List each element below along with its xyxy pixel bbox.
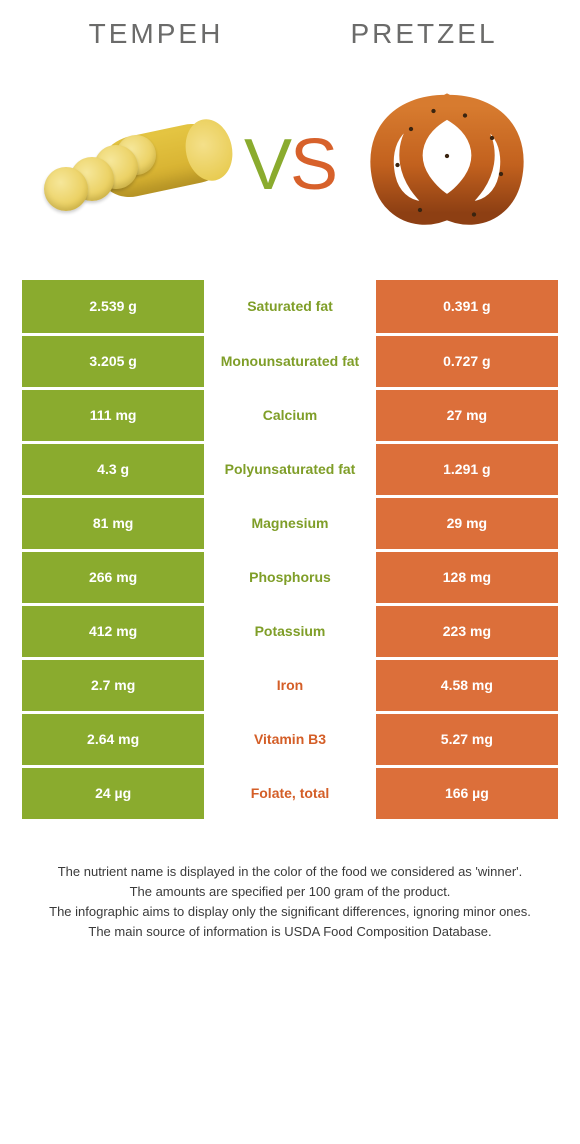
left-value: 24 µg: [22, 766, 204, 820]
nutrient-name: Folate, total: [204, 766, 376, 820]
footnote-line: The nutrient name is displayed in the co…: [28, 862, 552, 882]
nutrient-name: Vitamin B3: [204, 712, 376, 766]
vs-s: S: [290, 124, 336, 206]
right-value: 5.27 mg: [376, 712, 558, 766]
nutrient-name: Magnesium: [204, 496, 376, 550]
left-value: 2.539 g: [22, 280, 204, 334]
nutrient-name: Potassium: [204, 604, 376, 658]
right-value: 128 mg: [376, 550, 558, 604]
left-value: 412 mg: [22, 604, 204, 658]
right-value: 0.727 g: [376, 334, 558, 388]
table-row: 2.7 mgIron4.58 mg: [22, 658, 558, 712]
vs-v: V: [244, 124, 290, 206]
right-value: 223 mg: [376, 604, 558, 658]
right-value: 4.58 mg: [376, 658, 558, 712]
tempeh-image: [22, 105, 244, 225]
right-value: 29 mg: [376, 496, 558, 550]
nutrient-name: Monounsaturated fat: [204, 334, 376, 388]
title-row: TEMPEH PRETZEL: [22, 18, 558, 50]
table-row: 266 mgPhosphorus128 mg: [22, 550, 558, 604]
table-row: 3.205 gMonounsaturated fat0.727 g: [22, 334, 558, 388]
nutrient-name: Calcium: [204, 388, 376, 442]
table-row: 2.539 gSaturated fat0.391 g: [22, 280, 558, 334]
right-value: 0.391 g: [376, 280, 558, 334]
table-row: 24 µgFolate, total166 µg: [22, 766, 558, 820]
hero-row: V S: [22, 60, 558, 270]
table-row: 4.3 gPolyunsaturated fat1.291 g: [22, 442, 558, 496]
food-right-title: PRETZEL: [290, 18, 558, 50]
nutrient-table: 2.539 gSaturated fat0.391 g3.205 gMonoun…: [22, 280, 558, 822]
footnote-line: The main source of information is USDA F…: [28, 922, 552, 942]
nutrient-name: Iron: [204, 658, 376, 712]
nutrient-name: Saturated fat: [204, 280, 376, 334]
infographic: TEMPEH PRETZEL V S: [0, 0, 580, 960]
nutrient-name: Polyunsaturated fat: [204, 442, 376, 496]
footnotes: The nutrient name is displayed in the co…: [22, 862, 558, 943]
left-value: 4.3 g: [22, 442, 204, 496]
food-left-title: TEMPEH: [22, 18, 290, 50]
footnote-line: The amounts are specified per 100 gram o…: [28, 882, 552, 902]
nutrient-name: Phosphorus: [204, 550, 376, 604]
table-row: 111 mgCalcium27 mg: [22, 388, 558, 442]
table-row: 412 mgPotassium223 mg: [22, 604, 558, 658]
pretzel-icon: [357, 75, 537, 255]
left-value: 3.205 g: [22, 334, 204, 388]
left-value: 111 mg: [22, 388, 204, 442]
pretzel-image: [336, 75, 558, 255]
vs-label: V S: [244, 124, 336, 206]
footnote-line: The infographic aims to display only the…: [28, 902, 552, 922]
right-value: 166 µg: [376, 766, 558, 820]
left-value: 81 mg: [22, 496, 204, 550]
right-value: 27 mg: [376, 388, 558, 442]
left-value: 2.64 mg: [22, 712, 204, 766]
left-value: 266 mg: [22, 550, 204, 604]
right-value: 1.291 g: [376, 442, 558, 496]
left-value: 2.7 mg: [22, 658, 204, 712]
table-row: 81 mgMagnesium29 mg: [22, 496, 558, 550]
table-row: 2.64 mgVitamin B35.27 mg: [22, 712, 558, 766]
